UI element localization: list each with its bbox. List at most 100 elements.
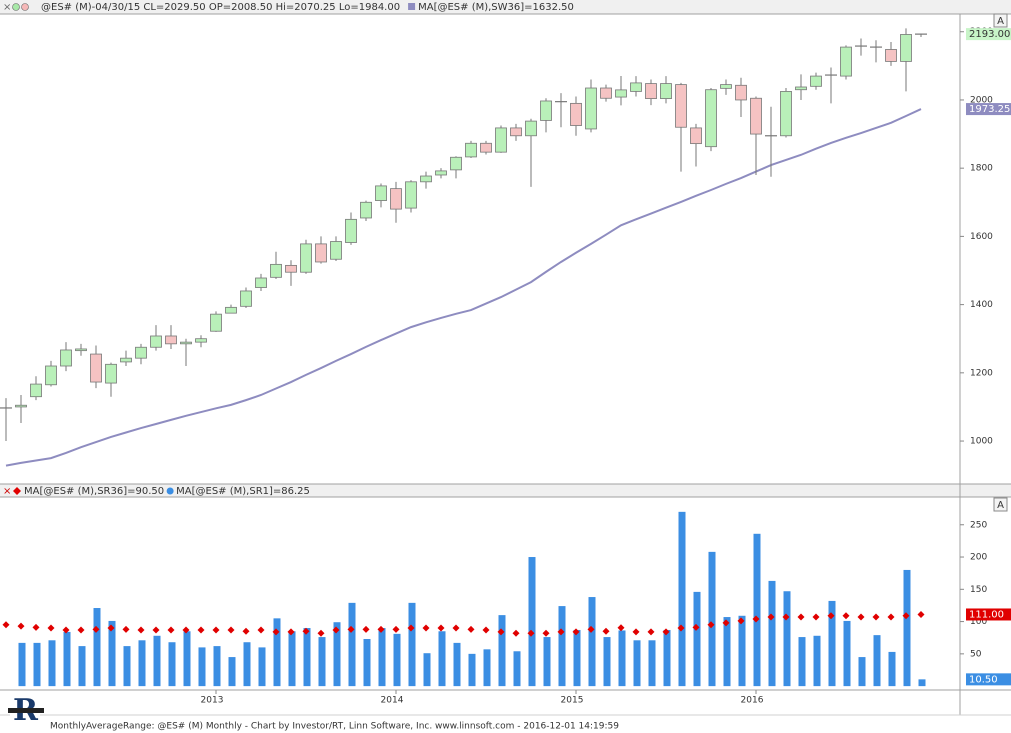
candle-body — [690, 127, 702, 145]
bar — [513, 651, 521, 687]
bar — [798, 637, 806, 687]
close-icon[interactable]: × — [3, 486, 11, 497]
ma-dot — [752, 615, 760, 623]
candle-body — [105, 363, 117, 384]
candle-body — [75, 348, 87, 352]
x-tick-label: 2016 — [741, 696, 764, 706]
ma-dot — [692, 623, 700, 631]
candle — [165, 325, 177, 349]
bar — [573, 629, 581, 687]
candle — [75, 343, 87, 356]
ma-dot — [767, 613, 775, 621]
y-tick-label: 150 — [970, 585, 987, 595]
candle — [240, 287, 252, 309]
ma-dot — [122, 625, 130, 633]
candle-body — [885, 49, 897, 62]
candle — [270, 251, 282, 280]
legend-icon — [21, 3, 29, 11]
price-badge — [966, 103, 1011, 116]
candle — [420, 171, 432, 189]
ma-dot — [887, 613, 895, 621]
close-icon[interactable]: × — [3, 2, 11, 13]
footer: MonthlyAverageRange: @ES# (M) Monthly - … — [50, 722, 619, 732]
bar — [63, 631, 71, 687]
candle — [210, 311, 222, 332]
candle-body — [660, 83, 672, 99]
ma-dot — [2, 621, 10, 629]
logo: R — [8, 693, 44, 729]
candle-body — [300, 243, 312, 273]
bar — [468, 653, 476, 687]
candle — [810, 72, 822, 90]
bar — [693, 591, 701, 687]
ma-dot — [902, 612, 910, 620]
ma-dot — [332, 626, 340, 634]
price-badge-label: 1973.25 — [969, 104, 1010, 115]
legend-icon — [12, 3, 20, 11]
svg-text:A: A — [997, 16, 1004, 27]
ma-dot — [857, 613, 865, 621]
candle — [360, 200, 372, 222]
candle-body — [645, 83, 657, 99]
ma-dot — [92, 625, 100, 633]
ma-dot — [392, 625, 400, 633]
bar — [123, 646, 131, 687]
ma-dot — [107, 624, 115, 632]
bar — [258, 647, 266, 687]
candle — [150, 325, 162, 351]
ma-dot — [272, 628, 280, 636]
ma-dot — [287, 628, 295, 636]
candle — [855, 38, 867, 56]
candle — [615, 75, 627, 106]
bar — [228, 657, 236, 687]
candle — [120, 350, 132, 367]
candle — [780, 88, 792, 138]
ma-dot — [137, 626, 145, 634]
candle — [255, 273, 267, 291]
bar — [498, 615, 506, 687]
ma-dot — [497, 628, 505, 636]
bar — [618, 630, 626, 687]
candle-body — [90, 353, 102, 383]
bar — [603, 637, 611, 687]
candle-body — [900, 34, 912, 62]
svg-text:×: × — [3, 2, 11, 13]
candle-body — [495, 127, 507, 153]
ma-dot — [572, 628, 580, 636]
ma-dot — [377, 625, 385, 633]
x-tick-label: 2014 — [381, 696, 404, 706]
candle-body — [345, 218, 357, 243]
bar — [918, 679, 926, 687]
legend-icon — [13, 487, 21, 495]
ma-dot — [257, 626, 265, 634]
legend-icon — [166, 487, 174, 495]
bar — [138, 640, 146, 687]
candle — [900, 28, 912, 92]
ma-dot — [62, 626, 70, 634]
ma-dot — [482, 626, 490, 634]
legend-icon — [408, 3, 416, 10]
ma-dot — [317, 629, 325, 637]
candle-body — [450, 156, 462, 171]
candle — [570, 96, 582, 136]
ma-dot — [662, 628, 670, 636]
ma-dot — [47, 624, 55, 632]
price-badge — [966, 608, 1011, 621]
bar — [378, 628, 386, 687]
bar — [903, 569, 911, 687]
candle — [750, 96, 762, 175]
ma-dot — [77, 626, 85, 634]
candle — [285, 260, 297, 286]
ma-dot — [227, 626, 235, 634]
scale-button[interactable]: A — [993, 497, 1008, 512]
candle-body — [360, 201, 372, 219]
candle-body — [390, 188, 402, 210]
bar — [213, 646, 221, 687]
scale-button[interactable]: A — [993, 13, 1008, 28]
ma-dot — [542, 629, 550, 637]
candle — [135, 343, 147, 365]
candle — [450, 156, 462, 179]
bar — [633, 640, 641, 687]
candle-body — [150, 335, 162, 348]
